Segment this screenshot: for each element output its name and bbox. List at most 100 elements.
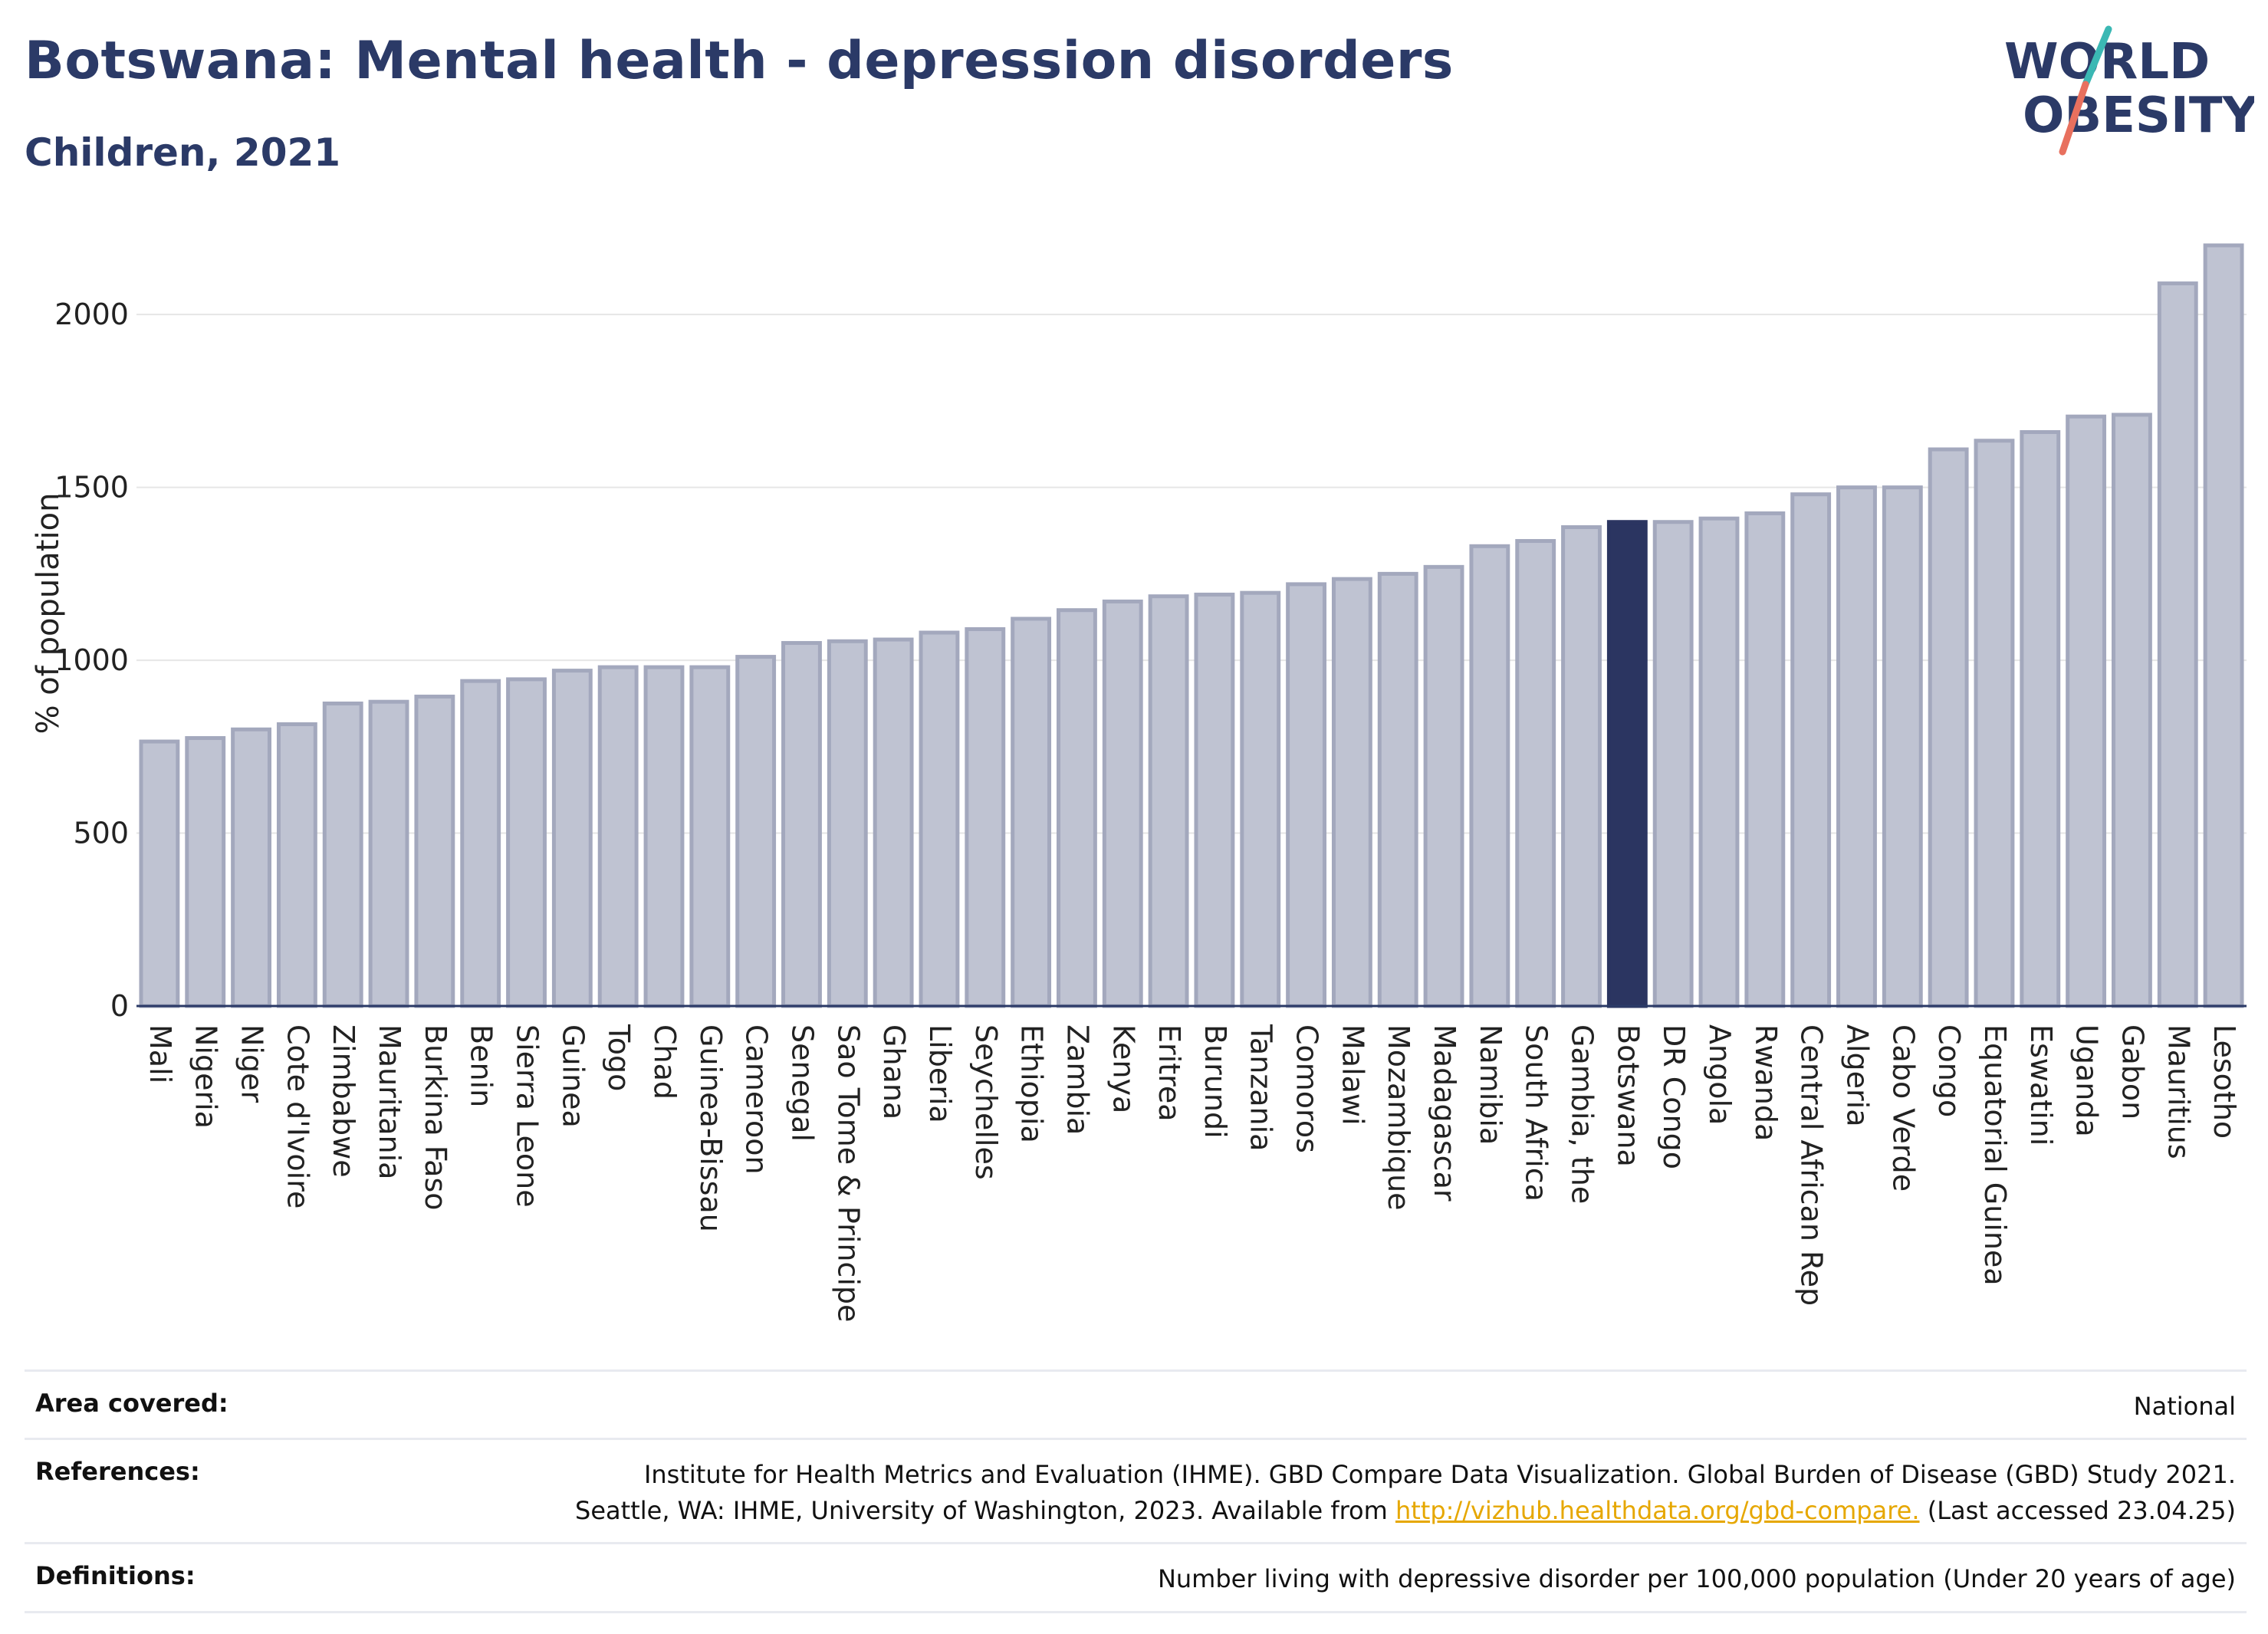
world-obesity-logo: WORLD OBESITY [2004,25,2254,156]
bar-guinea-bissau [689,665,731,1008]
y-tick-label: 0 [110,989,129,1023]
bar-botswana [1606,520,1648,1008]
x-tick-label: Togo [602,1024,636,1091]
bar-madagascar [1423,564,1464,1008]
x-tick-label: Eritrea [1152,1024,1186,1122]
bar-benin [460,679,501,1008]
x-tick-label: Equatorial Guinea [1978,1024,2012,1286]
bar-nigeria [185,736,226,1008]
references-label: References: [35,1457,200,1487]
bar-seychelles [965,627,1006,1008]
bar-south-africa [1515,539,1556,1008]
area-covered-label: Area covered: [35,1389,228,1418]
bar-eritrea [1148,594,1189,1008]
bar-zambia [1057,608,1097,1008]
bar-burundi [1194,592,1235,1008]
x-tick-label: Malawi [1336,1024,1369,1126]
x-tick-label: Mauritania [373,1024,406,1179]
bar-togo [597,665,639,1008]
bar-sierra-leone [506,677,547,1008]
y-axis-title: % of population [31,493,66,735]
x-tick-label: Angola [1703,1024,1737,1125]
x-tick-label: Mali [143,1024,177,1083]
chart-title: Botswana: Mental health - depression dis… [25,31,1454,91]
logo-slash-coral [2059,81,2089,156]
x-tick-label: Comoros [1290,1024,1324,1153]
bar-ghana [873,637,914,1008]
references-line2-post: (Last accessed 23.04.25) [1919,1495,2236,1525]
x-tick-label: Gabon [2115,1024,2149,1119]
bar-mozambique [1377,571,1418,1008]
x-tick-label: South Africa [1520,1024,1553,1202]
logo-word-obesity: OBESITY [2023,87,2254,144]
bar-mali [139,739,180,1008]
area-covered-value: National [2133,1392,2236,1421]
bar-ethiopia [1011,616,1052,1008]
x-tick-label: Liberia [923,1024,957,1123]
bar-liberia [919,630,960,1008]
x-tick-label: Sao Tome & Principe [831,1024,865,1322]
x-tick-label: Cote d'Ivoire [281,1024,314,1208]
bar-chart: 0 500 1000 1500 2000 Mali Nigeria Niger Cote d'… [31,243,2247,1322]
x-tick-label: Mauritius [2161,1024,2195,1159]
logo-slash-teal [2082,25,2112,88]
bar-gabon [2112,413,2152,1008]
bar-malawi [1331,577,1372,1008]
x-tick-label: Algeria [1840,1024,1874,1127]
references-value: Institute for Health Metrics and Evaluat… [575,1457,2236,1528]
bar-guinea [551,669,593,1008]
x-tick-label: Chad [648,1024,682,1100]
x-tick-label: Zimbabwe [327,1024,360,1178]
bar-uganda [2066,414,2107,1008]
bar-comoros [1286,582,1326,1008]
bar-tanzania [1240,590,1281,1008]
x-tick-label: Central African Rep [1795,1024,1829,1306]
footer-row-definitions: Definitions: Number living with depressi… [25,1542,2247,1613]
bar-gambia-the [1561,524,1602,1008]
y-tick-label: 1000 [54,643,129,677]
x-tick-label: Burundi [1198,1024,1232,1139]
bar-burkina-faso [414,694,455,1008]
x-tick-label: Ghana [877,1024,911,1119]
bars [139,243,2244,1008]
x-tick-label: Uganda [2070,1024,2104,1137]
x-tick-label: Gambia, the [1566,1024,1599,1204]
bar-eswatini [2020,429,2061,1008]
footer-row-area: Area covered: National [25,1369,2247,1438]
references-line1: Institute for Health Metrics and Evaluat… [643,1460,2236,1490]
x-tick-label: Eswatini [2024,1024,2058,1146]
x-tick-label: Sierra Leone [511,1024,544,1208]
y-tick-label: 1500 [54,471,129,505]
bar-cameroon [735,655,777,1008]
x-tick-label: Zambia [1060,1024,1094,1135]
x-tick-label: Tanzania [1244,1024,1278,1151]
y-tick-label: 500 [73,817,129,850]
chart-subtitle: Children, 2021 [25,130,341,175]
definitions-value: Number living with depressive disorder p… [1157,1564,2236,1594]
bar-dr-congo [1652,520,1694,1008]
bar-zimbabwe [322,701,363,1008]
x-tick-label: Seychelles [969,1024,1003,1180]
references-link[interactable]: http://vizhub.healthdata.org/gbd-compare… [1395,1495,1920,1525]
bar-rwanda [1744,511,1786,1008]
x-tick-label: Rwanda [1749,1024,1783,1141]
x-tick-label: Botswana [1611,1024,1645,1167]
bar-niger [231,727,271,1008]
bar-cote-d-ivoire [276,722,317,1008]
x-tick-label: Guinea-Bissau [694,1024,728,1232]
axes: 0 500 1000 1500 2000 [54,298,2247,1023]
bar-algeria [1836,485,1877,1008]
bar-sao-tome-principe [827,639,868,1008]
x-tick-label: Guinea [556,1024,590,1128]
x-tick-label: Congo [1932,1024,1966,1117]
bar-mauritania [368,699,409,1008]
chart-footer: Area covered: National References: Insti… [25,1369,2247,1613]
x-tick-label: Namibia [1474,1024,1507,1145]
x-tick-label: Madagascar [1428,1024,1461,1202]
x-tick-label: Kenya [1106,1024,1140,1113]
bar-kenya [1102,599,1143,1008]
x-tick-label: Cameroon [740,1024,774,1175]
x-tick-label: DR Congo [1657,1024,1691,1169]
x-tick-label: Senegal [785,1024,819,1142]
x-tick-label: Nigeria [189,1024,223,1129]
